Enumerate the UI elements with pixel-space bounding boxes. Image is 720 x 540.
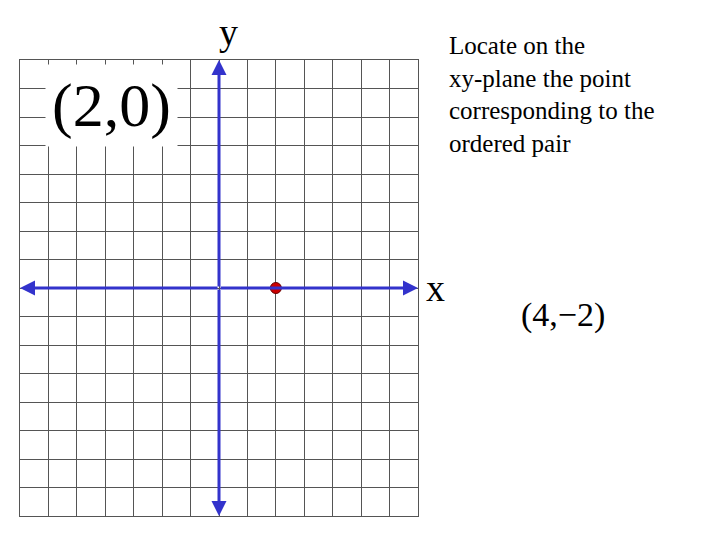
svg-text:(4,−2): (4,−2) <box>521 296 605 334</box>
svg-text:y: y <box>219 11 238 53</box>
svg-text:x: x <box>426 267 445 309</box>
svg-text:Locate on thexy-plane the poin: Locate on thexy-plane the pointcorrespon… <box>449 32 655 157</box>
svg-text:(2,0): (2,0) <box>52 71 171 140</box>
